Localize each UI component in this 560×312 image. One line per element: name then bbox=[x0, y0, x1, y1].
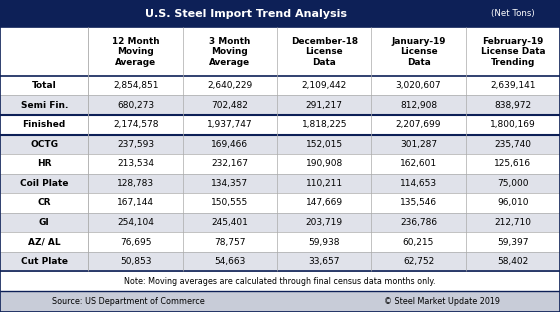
Text: 150,555: 150,555 bbox=[211, 198, 249, 207]
Text: 12 Month
Moving
Average: 12 Month Moving Average bbox=[112, 37, 160, 66]
Bar bbox=[0, 115, 560, 134]
Text: Source: US Department of Commerce: Source: US Department of Commerce bbox=[53, 297, 205, 306]
Text: 237,593: 237,593 bbox=[117, 140, 154, 149]
Text: 60,215: 60,215 bbox=[403, 238, 434, 246]
Text: 78,757: 78,757 bbox=[214, 238, 246, 246]
Text: 134,357: 134,357 bbox=[211, 179, 249, 188]
Text: 96,010: 96,010 bbox=[497, 198, 529, 207]
Bar bbox=[0, 134, 560, 154]
Text: Cut Plate: Cut Plate bbox=[21, 257, 68, 266]
Text: December-18
License
Data: December-18 License Data bbox=[291, 37, 358, 66]
Bar bbox=[0, 95, 560, 115]
Text: 3 Month
Moving
Average: 3 Month Moving Average bbox=[209, 37, 251, 66]
Text: 838,972: 838,972 bbox=[494, 101, 531, 110]
Text: 1,800,169: 1,800,169 bbox=[490, 120, 536, 129]
Text: 114,653: 114,653 bbox=[400, 179, 437, 188]
Text: CR: CR bbox=[38, 198, 51, 207]
Text: 169,466: 169,466 bbox=[211, 140, 249, 149]
Bar bbox=[0, 252, 560, 271]
Text: 212,710: 212,710 bbox=[494, 218, 531, 227]
Bar bbox=[0, 271, 560, 291]
Bar bbox=[0, 291, 560, 312]
Text: 235,740: 235,740 bbox=[494, 140, 531, 149]
Text: Semi Fin.: Semi Fin. bbox=[21, 101, 68, 110]
Text: 147,669: 147,669 bbox=[306, 198, 343, 207]
Text: 2,207,699: 2,207,699 bbox=[396, 120, 441, 129]
Bar bbox=[0, 76, 560, 95]
Text: 2,174,578: 2,174,578 bbox=[113, 120, 158, 129]
Bar bbox=[0, 173, 560, 193]
Text: 2,639,141: 2,639,141 bbox=[490, 81, 535, 90]
Text: HR: HR bbox=[37, 159, 52, 168]
Bar bbox=[0, 193, 560, 213]
Text: 245,401: 245,401 bbox=[212, 218, 249, 227]
Text: 62,752: 62,752 bbox=[403, 257, 434, 266]
Text: 33,657: 33,657 bbox=[309, 257, 340, 266]
Text: 301,287: 301,287 bbox=[400, 140, 437, 149]
Text: 162,601: 162,601 bbox=[400, 159, 437, 168]
Text: 110,211: 110,211 bbox=[306, 179, 343, 188]
Text: 76,695: 76,695 bbox=[120, 238, 151, 246]
Text: 135,546: 135,546 bbox=[400, 198, 437, 207]
Text: 1,818,225: 1,818,225 bbox=[301, 120, 347, 129]
Text: January-19
License
Data: January-19 License Data bbox=[391, 37, 446, 66]
Text: 232,167: 232,167 bbox=[212, 159, 249, 168]
Bar bbox=[0, 27, 560, 76]
Text: 125,616: 125,616 bbox=[494, 159, 531, 168]
Bar bbox=[0, 154, 560, 173]
Text: OCTG: OCTG bbox=[30, 140, 58, 149]
Bar bbox=[0, 232, 560, 252]
Text: 702,482: 702,482 bbox=[212, 101, 249, 110]
Text: 291,217: 291,217 bbox=[306, 101, 343, 110]
Text: 128,783: 128,783 bbox=[117, 179, 154, 188]
Text: Total: Total bbox=[32, 81, 57, 90]
Text: 254,104: 254,104 bbox=[117, 218, 154, 227]
Text: 50,853: 50,853 bbox=[120, 257, 151, 266]
Text: 680,273: 680,273 bbox=[117, 101, 154, 110]
Text: 59,938: 59,938 bbox=[309, 238, 340, 246]
Text: Note: Moving averages are calculated through final census data months only.: Note: Moving averages are calculated thr… bbox=[124, 277, 436, 285]
Text: 190,908: 190,908 bbox=[306, 159, 343, 168]
Text: AZ/ AL: AZ/ AL bbox=[28, 238, 60, 246]
Text: (Net Tons): (Net Tons) bbox=[491, 9, 534, 18]
Text: 1,937,747: 1,937,747 bbox=[207, 120, 253, 129]
Bar bbox=[0, 0, 560, 27]
Text: U.S. Steel Import Trend Analysis: U.S. Steel Import Trend Analysis bbox=[146, 9, 347, 19]
Text: 152,015: 152,015 bbox=[306, 140, 343, 149]
Text: GI: GI bbox=[39, 218, 50, 227]
Text: 59,397: 59,397 bbox=[497, 238, 529, 246]
Text: 2,854,851: 2,854,851 bbox=[113, 81, 158, 90]
Text: 75,000: 75,000 bbox=[497, 179, 529, 188]
Text: 812,908: 812,908 bbox=[400, 101, 437, 110]
Text: February-19
License Data
Trending: February-19 License Data Trending bbox=[480, 37, 545, 66]
Text: 236,786: 236,786 bbox=[400, 218, 437, 227]
Text: 54,663: 54,663 bbox=[214, 257, 246, 266]
Text: Finished: Finished bbox=[22, 120, 66, 129]
Text: 2,109,442: 2,109,442 bbox=[302, 81, 347, 90]
Text: 58,402: 58,402 bbox=[497, 257, 529, 266]
Text: 2,640,229: 2,640,229 bbox=[207, 81, 253, 90]
Bar bbox=[0, 213, 560, 232]
Text: 3,020,607: 3,020,607 bbox=[396, 81, 441, 90]
Text: Coil Plate: Coil Plate bbox=[20, 179, 68, 188]
Text: © Steel Market Update 2019: © Steel Market Update 2019 bbox=[384, 297, 501, 306]
Text: 167,144: 167,144 bbox=[117, 198, 154, 207]
Text: 213,534: 213,534 bbox=[117, 159, 154, 168]
Text: 203,719: 203,719 bbox=[306, 218, 343, 227]
